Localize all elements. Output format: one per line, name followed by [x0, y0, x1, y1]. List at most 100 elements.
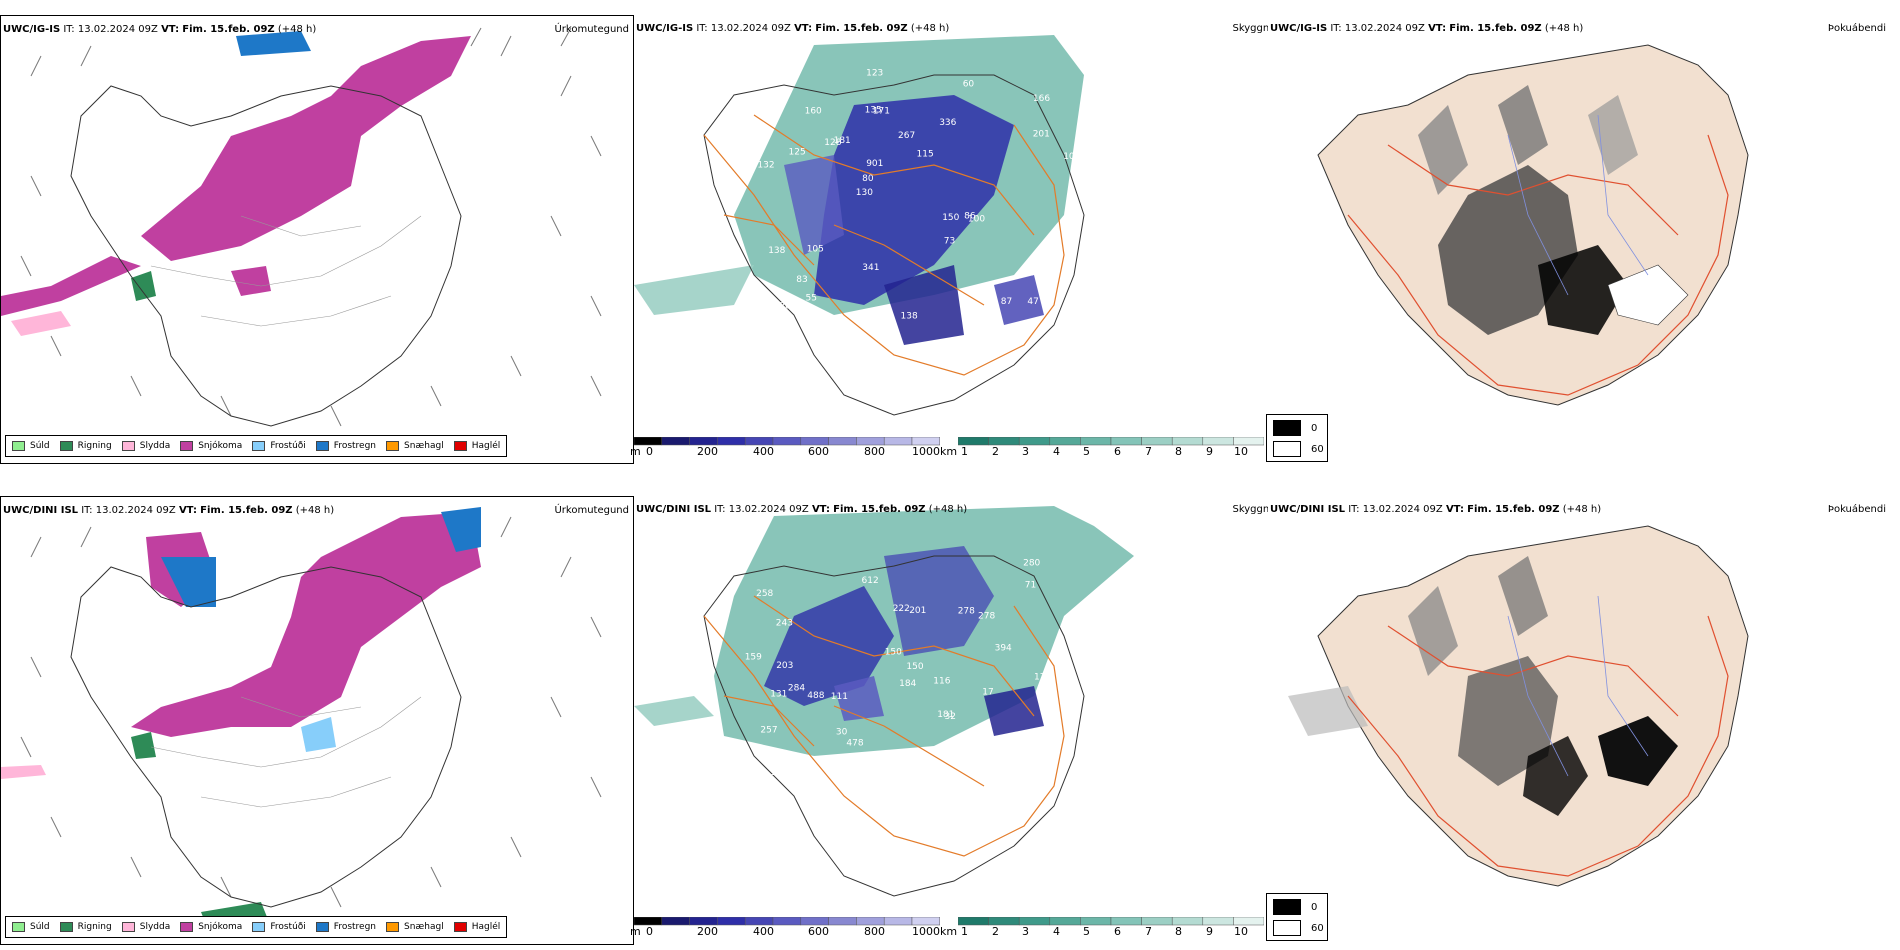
cloud-base-value: 267 [898, 131, 915, 141]
legend-item: Snæhagl [386, 441, 444, 451]
panel-header: UWC/IG-IS IT: 13.02.2024 09Z VT: Fim. 15… [3, 24, 317, 35]
cloud-base-value: 257 [760, 726, 777, 736]
visibility-tick: 8 [1175, 925, 1182, 938]
legend-swatch [180, 922, 194, 932]
visibility-tick: 5 [1083, 925, 1090, 938]
visibility-tick: 2 [992, 445, 999, 458]
legend-swatch [12, 922, 25, 932]
cloud-base-value: 138 [768, 246, 785, 256]
visibility-colorbar-bottom: km 1 2 3 4 5 6 7 8 9 10 [940, 917, 1264, 938]
cloud-base-value: 394 [995, 644, 1012, 654]
cloud-base-value: 201 [909, 606, 926, 616]
legend-swatch [252, 922, 266, 932]
fog-legend-item: 60 [1273, 441, 1324, 457]
cloud-base-value: 228 [774, 301, 791, 311]
legend-swatch [386, 441, 400, 451]
visibility-tick: 2 [992, 925, 999, 938]
panel-header: UWC/DINI ISL IT: 13.02.2024 09Z VT: Fim.… [3, 505, 335, 516]
legend-item: Rigning [59, 441, 112, 451]
legend-item: Frostregn [315, 441, 376, 451]
visibility-tick: 10 [1234, 445, 1248, 458]
cloud-base-value: 132 [757, 161, 774, 171]
cloud-base-value: 211 [1031, 747, 1048, 757]
fog-swatch [1273, 420, 1301, 436]
visibility-colorbar-top: km 1 2 3 4 5 6 7 8 9 10 [940, 437, 1264, 458]
cloud-base-value: 135 [865, 106, 882, 116]
visibility-tick: 3 [1022, 445, 1029, 458]
param-label: Úrkomutegund [554, 505, 629, 516]
cloudbase-tick: 0 [646, 925, 653, 938]
fog-map-bottom [1288, 525, 1749, 887]
legend-swatch [453, 441, 467, 451]
legend-swatch [315, 922, 329, 932]
cloud-base-value: 175 [1013, 794, 1030, 804]
legend-item: Snjókoma [180, 441, 242, 451]
cloud-base-value: 83 [796, 275, 807, 285]
cloud-base-value: 280 [1023, 559, 1040, 569]
cloud-base-value: 86 [964, 212, 976, 222]
cloud-map-bottom [634, 506, 1134, 897]
cloud-base-value: 258 [756, 589, 773, 599]
legend-swatch [59, 441, 73, 451]
cloud-base-value: 100 [968, 215, 985, 225]
cloud-base-value: 138 [901, 311, 918, 321]
precip-type-panel-top: UWC/IG-IS IT: 13.02.2024 09Z VT: Fim. 15… [0, 15, 634, 464]
visibility-tick: 6 [1114, 445, 1121, 458]
cloud-base-value: 901 [866, 159, 883, 169]
param-label: Þokuábendi [1827, 23, 1886, 34]
cloudbase-tick: 800 [864, 445, 885, 458]
param-label: Skyggni [1232, 23, 1268, 34]
cloud-base-value: 122 [744, 286, 761, 296]
cloud-base-value: 478 [846, 738, 863, 748]
cloud-base-value: 612 [862, 576, 879, 586]
cloud-base-value: 150 [885, 648, 902, 658]
cloudbase-tick: 1000 [912, 445, 940, 458]
cloud-base-value: 284 [788, 683, 805, 693]
fog-map-top [1317, 44, 1749, 406]
cloudbase-tick: 400 [753, 925, 774, 938]
cloud-base-value: 181 [834, 136, 851, 146]
cloud-base-value: 103 [1063, 152, 1080, 162]
cloudbase-colorbar-svg [634, 917, 940, 926]
cloud-base-value: 177 [1063, 713, 1080, 723]
legend-swatch [180, 441, 194, 451]
param-label: Úrkomutegund [554, 24, 629, 35]
cloudbase-tick: 600 [808, 925, 829, 938]
visibility-unit: km [940, 445, 958, 458]
legend-item: Frostúði [252, 441, 306, 451]
fog-swatch [1273, 920, 1301, 936]
panel-header: UWC/IG-IS IT: 13.02.2024 09Z VT: Fim. 15… [636, 23, 950, 34]
legend-item: Slydda [121, 922, 170, 932]
legend-swatch [315, 441, 329, 451]
fog-swatch [1273, 441, 1301, 457]
fog-panel-top: UWC/IG-IS IT: 13.02.2024 09Z VT: Fim. 15… [1268, 15, 1900, 464]
panel-header: UWC/IG-IS IT: 13.02.2024 09Z VT: Fim. 15… [1270, 23, 1584, 34]
legend-item: Frostregn [315, 922, 376, 932]
cloudbase-tick: 600 [808, 445, 829, 458]
fog-legend-bottom: 0 60 [1266, 893, 1328, 941]
visibility-tick: 9 [1206, 925, 1213, 938]
cloudbase-colorbar-top: m 0 200 400 600 800 1000 [630, 437, 940, 458]
legend-swatch [121, 922, 135, 932]
cloud-base-value: 130 [856, 188, 873, 198]
visibility-colorbar-svg [958, 917, 1264, 926]
fog-legend-item: 60 [1273, 920, 1324, 936]
legend-swatch [12, 441, 25, 451]
cloud-base-value: 73 [944, 237, 955, 247]
legend-swatch [121, 441, 135, 451]
visibility-tick: 10 [1234, 925, 1248, 938]
cloud-base-value: 278 [978, 611, 995, 621]
cloud-base-value: 365 [994, 775, 1011, 785]
cloud-base-value: 115 [917, 150, 934, 160]
fog-swatch [1273, 899, 1301, 915]
cloudbase-tick: 200 [697, 925, 718, 938]
visibility-tick: 7 [1145, 445, 1152, 458]
visibility-tick: 4 [1053, 445, 1060, 458]
cloud-base-value: 87 [1001, 297, 1012, 307]
legend-item: Haglél [453, 922, 500, 932]
cloud-base-value: 80 [862, 174, 874, 184]
precip-map-bottom [1, 507, 602, 937]
cloud-base-value: 150 [942, 213, 959, 223]
cloud-base-value: 184 [899, 679, 916, 689]
cloud-panel-top: UWC/IG-IS IT: 13.02.2024 09Z VT: Fim. 15… [634, 15, 1268, 464]
